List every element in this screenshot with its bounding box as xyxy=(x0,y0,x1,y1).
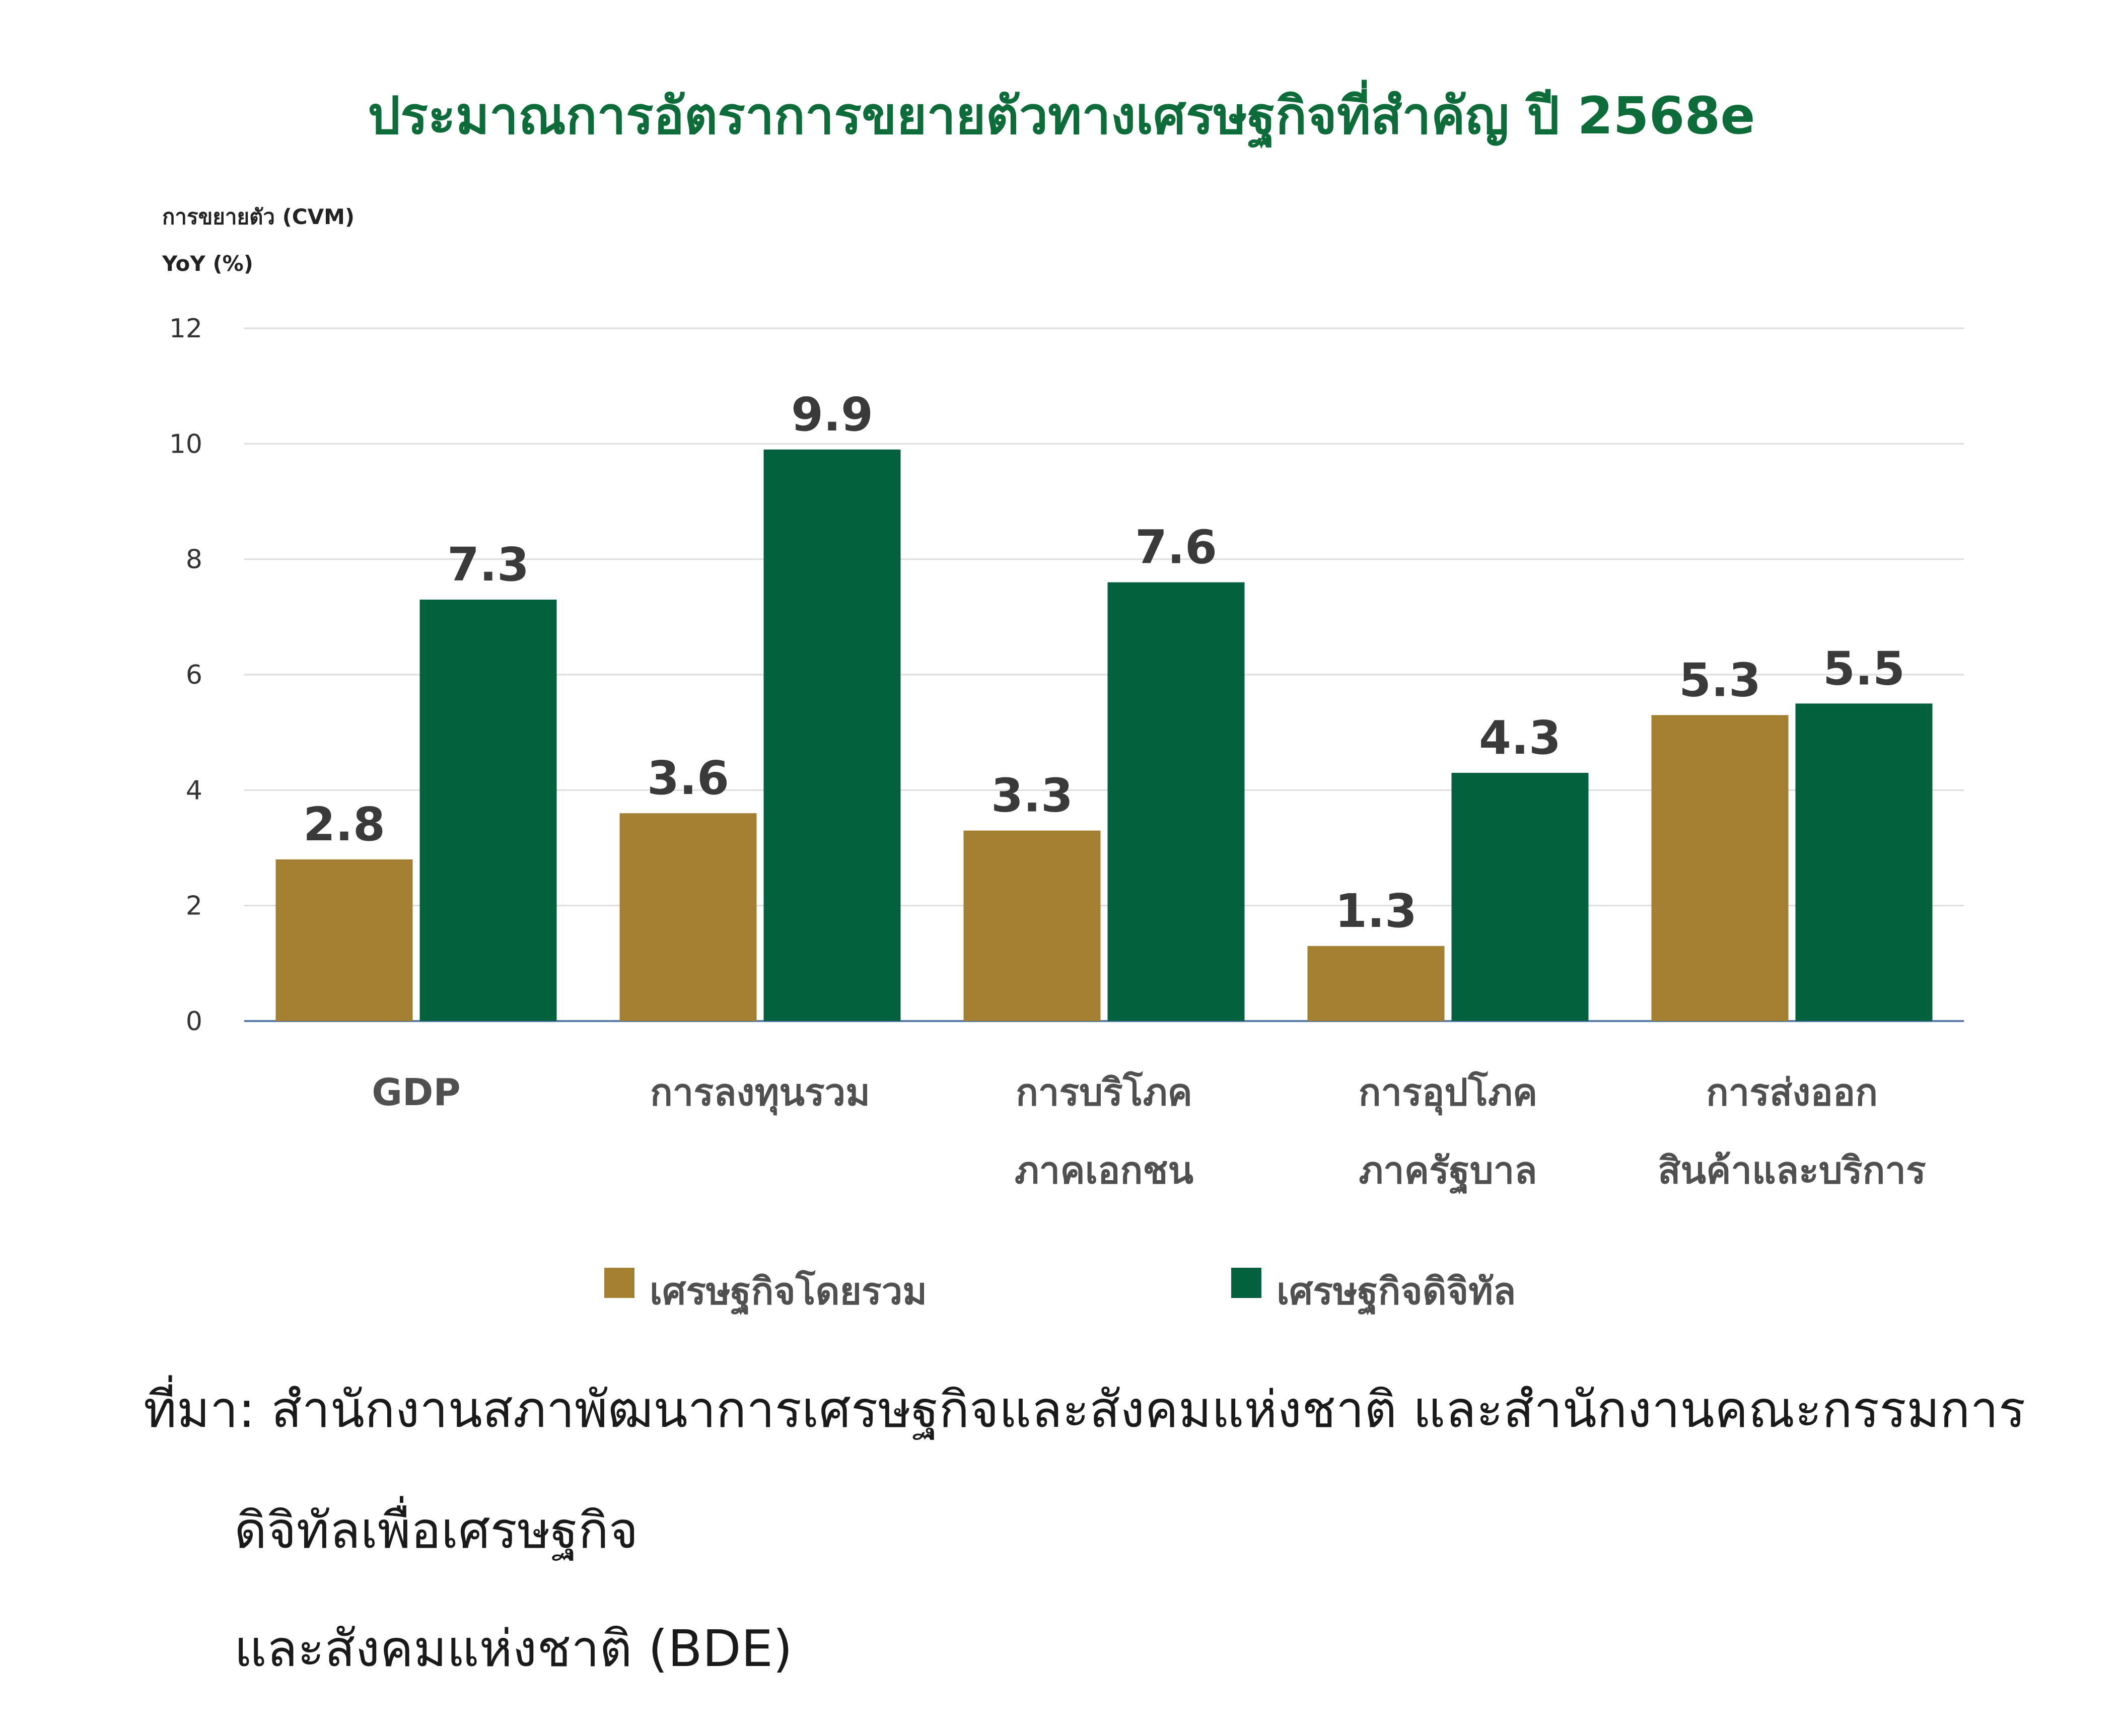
x-category-label: ภาคเอกชน xyxy=(1015,1149,1193,1192)
x-category-label: การลงทุนรวม xyxy=(650,1071,870,1116)
y-tick-label: 6 xyxy=(186,660,202,690)
data-label: 3.6 xyxy=(647,751,729,805)
y-axis-label-line1: การขยายตัว (CVM) xyxy=(162,204,355,229)
legend: เศรษฐกิจโดยรวม เศรษฐกิจดิจิทัล xyxy=(604,1268,1516,1316)
x-category-label: การส่งออก xyxy=(1706,1071,1878,1114)
bar xyxy=(619,813,757,1021)
bar xyxy=(1451,772,1589,1021)
bar xyxy=(1795,703,1933,1021)
data-label: 1.3 xyxy=(1335,884,1417,938)
data-label: 4.3 xyxy=(1479,711,1561,765)
data-label: 3.3 xyxy=(991,769,1073,823)
x-category-label: GDP xyxy=(372,1071,460,1114)
x-category-label: สินค้าและบริการ xyxy=(1658,1149,1926,1192)
bar xyxy=(275,859,413,1021)
y-axis-label-line2: YoY (%) xyxy=(162,251,253,276)
bar xyxy=(763,449,901,1021)
legend-label: เศรษฐกิจโดยรวม xyxy=(650,1269,927,1316)
y-tick-label: 8 xyxy=(186,545,202,575)
data-label: 7.3 xyxy=(447,538,529,592)
x-category-label: การบริโภค xyxy=(1016,1070,1192,1114)
data-label: 5.3 xyxy=(1679,653,1761,707)
bar xyxy=(1107,582,1245,1021)
bar xyxy=(1651,715,1789,1021)
bar xyxy=(419,599,557,1021)
legend-swatch xyxy=(1231,1268,1261,1298)
x-category-label: ภาครัฐบาล xyxy=(1359,1149,1537,1195)
data-label: 5.5 xyxy=(1823,641,1905,695)
chart-title: ประมาณการอัตราการขยายตัวทางเศรษฐกิจที่สำ… xyxy=(368,80,1755,150)
data-label: 9.9 xyxy=(791,388,873,442)
legend-swatch xyxy=(604,1268,634,1298)
data-label: 7.6 xyxy=(1135,521,1217,574)
y-tick-label: 4 xyxy=(186,775,202,806)
source-note-line3: และสังคมแห่งชาติ (BDE) xyxy=(234,1619,793,1678)
bars xyxy=(275,449,1933,1021)
bar xyxy=(1307,946,1445,1021)
y-tick-label: 12 xyxy=(169,314,202,344)
source-note-line1: ที่มา: สำนักงานสภาพัฒนาการเศรษฐกิจและสัง… xyxy=(144,1380,2026,1439)
legend-label: เศรษฐกิจดิจิทัล xyxy=(1277,1270,1516,1316)
bar xyxy=(963,830,1101,1021)
data-labels: 2.8 7.3 3.6 9.9 3.3 7.6 1.3 4.3 5.3 5.5 xyxy=(303,388,1905,938)
y-tick-label: 10 xyxy=(169,429,202,459)
y-tick-label: 2 xyxy=(186,891,202,921)
source-note-line2: ดิจิทัลเพื่อเศรษฐกิจ xyxy=(234,1501,639,1560)
data-label: 2.8 xyxy=(303,798,385,851)
y-tick-label: 0 xyxy=(186,1006,202,1037)
x-category-label: การอุปโภค xyxy=(1359,1070,1538,1116)
y-axis-ticks: 0 2 4 6 8 10 12 xyxy=(169,314,202,1037)
